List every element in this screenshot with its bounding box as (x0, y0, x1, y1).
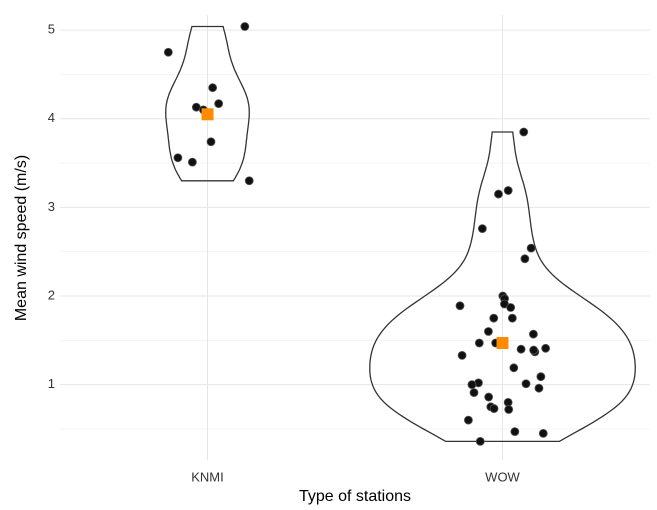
point (240, 22, 250, 31)
point (541, 343, 551, 353)
point (484, 392, 494, 402)
point (489, 404, 499, 413)
point (244, 176, 254, 186)
point (475, 436, 485, 446)
y-tick-label: 5 (48, 22, 55, 37)
x-tick-label: KNMI (191, 469, 224, 484)
point (509, 363, 519, 373)
violin (369, 131, 636, 443)
y-tick-label: 4 (48, 110, 55, 125)
point (214, 99, 224, 109)
point (516, 344, 526, 354)
point (469, 388, 479, 398)
x-tick-label: WOW (485, 469, 520, 484)
point (187, 157, 197, 167)
y-tick-label: 3 (48, 199, 55, 214)
point (536, 372, 546, 382)
point (526, 243, 536, 253)
point (474, 338, 484, 348)
mean-marker (201, 108, 214, 121)
point (507, 313, 517, 323)
point (506, 303, 516, 312)
point (477, 224, 487, 234)
point (521, 379, 531, 389)
mean-marker (496, 336, 509, 349)
point (538, 429, 548, 438)
point (206, 137, 216, 147)
point (455, 301, 465, 311)
point (163, 47, 173, 57)
point (489, 313, 499, 323)
point (520, 254, 530, 264)
point (519, 127, 529, 137)
point (529, 345, 539, 355)
point (208, 83, 218, 93)
point (510, 427, 520, 437)
point (494, 189, 503, 199)
x-axis-title: Type of stations (299, 488, 411, 505)
point (467, 380, 477, 390)
point (457, 350, 467, 360)
violin (165, 25, 250, 182)
point (484, 327, 493, 336)
y-tick-label: 1 (48, 376, 55, 391)
point (503, 186, 513, 195)
point (463, 415, 473, 425)
point (534, 383, 544, 393)
point (528, 329, 538, 339)
point (504, 405, 514, 414)
y-tick-label: 2 (48, 287, 55, 302)
point (173, 153, 183, 163)
y-axis-title: Mean wind speed (m/s) (13, 155, 30, 321)
